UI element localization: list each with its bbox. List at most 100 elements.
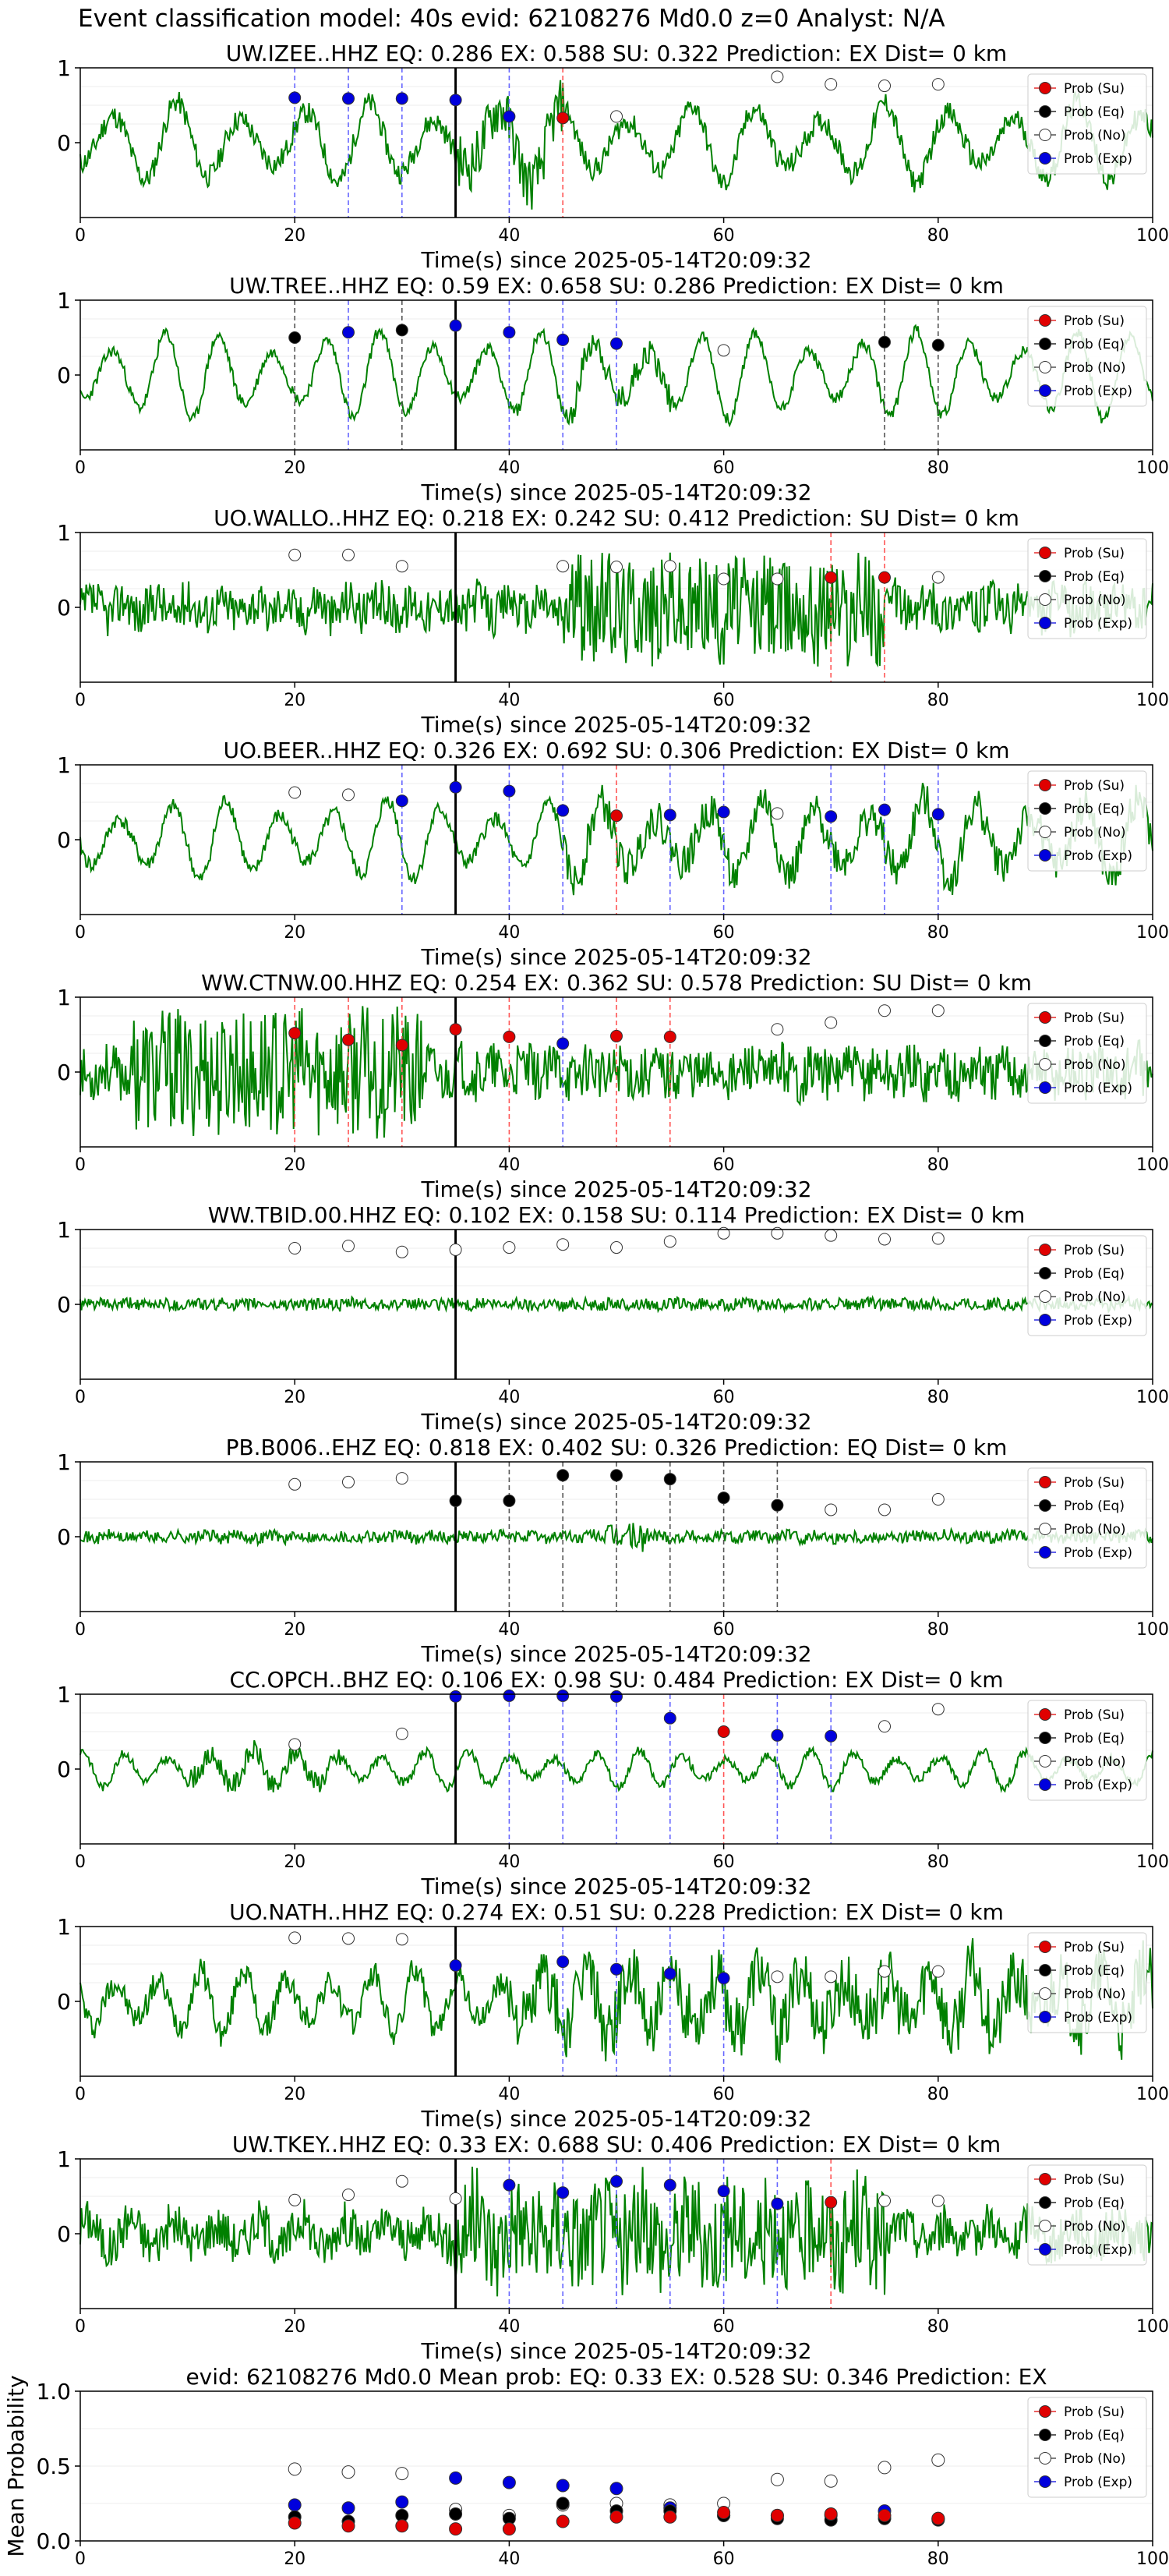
prob-point-exp — [556, 1689, 570, 1702]
legend: Prob (Su) Prob (Eq) Prob (No) Prob (Exp) — [1027, 2164, 1147, 2266]
prob-point-su — [610, 809, 623, 823]
y-tick-label: 0 — [57, 1060, 71, 1085]
prob-point-no — [342, 788, 355, 801]
x-axis-label: Time(s) since 2025-05-14T20:09:32 — [420, 479, 811, 505]
legend-marker-exp — [1039, 1314, 1051, 1326]
legend-box — [1027, 1932, 1147, 2033]
prob-point-no — [449, 2192, 462, 2205]
y-tick-label: 0 — [57, 2221, 71, 2247]
x-tick-label: 80 — [927, 1388, 949, 1407]
x-tick-label: 20 — [284, 226, 305, 246]
prob-point-exp — [288, 91, 302, 104]
legend-marker-no — [1039, 593, 1051, 606]
legend-marker-su — [1039, 1941, 1051, 1953]
legend-label: Prob (No) — [1064, 360, 1126, 376]
prob-point-no — [931, 1965, 945, 1978]
prob-point-exp — [663, 1967, 676, 1980]
prob-point-su — [395, 1039, 408, 1052]
x-tick-label: 20 — [284, 1852, 305, 1872]
prob-point-no — [288, 1931, 302, 1944]
x-tick-label: 100 — [1136, 1852, 1169, 1872]
prob-point-eq — [610, 1469, 623, 1482]
legend-marker-su — [1039, 547, 1051, 559]
legend-label: Prob (Eq) — [1064, 1731, 1125, 1746]
legend-label: Prob (Eq) — [1064, 1266, 1125, 1282]
x-tick-label: 0 — [75, 1388, 86, 1407]
subplot-1: UW.IZEE..HHZ EQ: 0.286 EX: 0.588 SU: 0.3… — [57, 41, 1169, 273]
mean-point-su — [395, 2519, 409, 2533]
prob-point-exp — [556, 2186, 570, 2199]
prob-point-exp — [503, 784, 516, 798]
prob-point-eq — [717, 1491, 730, 1505]
subplot-11: evid: 62108276 Md0.0 Mean prob: EQ: 0.33… — [3, 2364, 1169, 2569]
prob-point-no — [825, 1229, 838, 1242]
x-tick-label: 60 — [713, 1852, 735, 1872]
legend-box — [1027, 306, 1147, 407]
prob-point-exp — [556, 333, 570, 346]
prob-point-no — [878, 1720, 891, 1733]
mean-point-no — [931, 2453, 945, 2467]
prob-point-no — [342, 1240, 355, 1253]
prob-point-exp — [556, 1955, 570, 1969]
legend-marker-eq — [1039, 2429, 1051, 2441]
prob-point-no — [825, 78, 838, 91]
legend-marker-exp — [1039, 849, 1051, 862]
legend-box — [1027, 1700, 1147, 1801]
x-axis-label: Time(s) since 2025-05-14T20:09:32 — [420, 1874, 811, 1899]
legend-marker-su — [1039, 314, 1051, 327]
prob-point-exp — [503, 110, 516, 123]
x-tick-label: 0 — [75, 1620, 86, 1640]
mean-point-no — [288, 2462, 302, 2476]
legend-marker-eq — [1039, 1499, 1051, 1512]
prob-point-exp — [717, 1972, 730, 1985]
subplot-5: WW.CTNW.00.HHZ EQ: 0.254 EX: 0.362 SU: 0… — [57, 970, 1169, 1202]
legend-label: Prob (Eq) — [1064, 569, 1125, 585]
y-tick-label: 0 — [57, 827, 71, 853]
x-tick-label: 100 — [1136, 2085, 1169, 2104]
legend-marker-exp — [1039, 152, 1051, 165]
prob-point-exp — [771, 2197, 784, 2210]
legend-marker-eq — [1039, 338, 1051, 350]
legend-label: Prob (Eq) — [1064, 104, 1125, 120]
mean-point-eq — [449, 2507, 463, 2521]
prob-point-exp — [449, 1690, 462, 1703]
prob-point-exp — [610, 337, 623, 350]
prob-point-eq — [663, 1473, 676, 1486]
prob-point-eq — [288, 331, 302, 344]
y-tick-label: 1 — [57, 985, 71, 1010]
figure-title: Event classification model: 40s evid: 62… — [78, 5, 945, 33]
x-tick-label: 0 — [75, 1155, 86, 1175]
prob-point-su — [610, 1029, 623, 1042]
prob-point-no — [288, 786, 302, 799]
legend-marker-no — [1039, 826, 1051, 838]
x-tick-label: 80 — [927, 2317, 949, 2337]
legend-marker-eq — [1039, 802, 1051, 815]
waveform-trace — [79, 80, 1153, 210]
x-tick-label: 80 — [927, 1155, 949, 1175]
legend-box — [1027, 73, 1147, 175]
legend-label: Prob (Exp) — [1064, 2010, 1132, 2026]
subplot-title: CC.OPCH..BHZ EQ: 0.106 EX: 0.98 SU: 0.48… — [229, 1667, 1003, 1693]
x-tick-label: 80 — [927, 2549, 949, 2569]
prob-point-exp — [449, 1959, 462, 1972]
x-tick-label: 20 — [284, 458, 305, 478]
legend-label: Prob (Eq) — [1064, 1963, 1125, 1979]
prob-point-no — [288, 2193, 302, 2206]
legend: Prob (Su) Prob (Eq) Prob (No) Prob (Exp) — [1027, 1235, 1147, 1336]
prob-point-exp — [449, 94, 462, 107]
mean-point-exp — [609, 2482, 623, 2496]
prob-point-no — [395, 1933, 408, 1946]
mean-point-su — [717, 2506, 731, 2520]
prob-point-no — [825, 1016, 838, 1029]
mean-point-no — [878, 2461, 892, 2475]
prob-point-exp — [825, 1729, 838, 1743]
subplot-title: UO.NATH..HHZ EQ: 0.274 EX: 0.51 SU: 0.22… — [229, 1899, 1004, 1925]
mean-point-exp — [556, 2479, 570, 2493]
y-tick-label: 1 — [57, 752, 71, 778]
x-axis-label: Time(s) since 2025-05-14T20:09:32 — [420, 1409, 811, 1435]
prob-point-eq — [556, 1469, 570, 1482]
y-tick-label: 0 — [57, 1292, 71, 1318]
prob-point-exp — [449, 780, 462, 794]
x-tick-label: 0 — [75, 2317, 86, 2337]
mean-point-su — [609, 2510, 623, 2524]
